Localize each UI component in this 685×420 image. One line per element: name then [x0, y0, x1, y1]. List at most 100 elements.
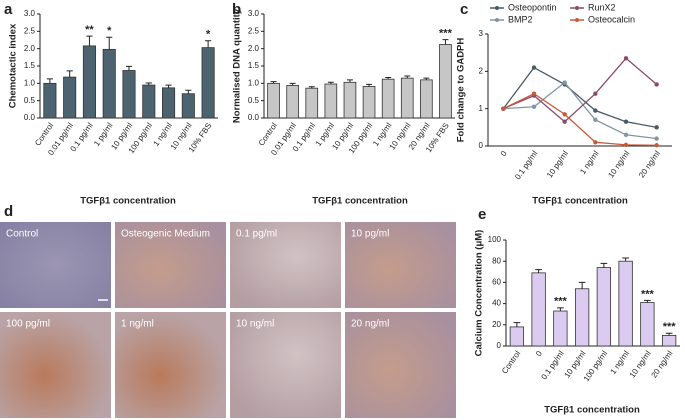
y-tick-label: 20	[492, 320, 501, 329]
y-axis-title: Normalised DNA quantity	[232, 8, 243, 123]
bar	[82, 45, 96, 119]
point	[562, 119, 567, 124]
error-bar	[165, 84, 172, 88]
x-tick-label: 10 ng/ml	[606, 149, 631, 179]
bar	[43, 82, 57, 119]
significance: ***	[641, 288, 655, 300]
x-tick-label: 1 ng/ml	[578, 149, 601, 176]
point	[654, 136, 659, 141]
legend-label: Osteopontin	[508, 2, 557, 12]
legend-marker	[495, 6, 499, 10]
y-tick-label: 3.0	[24, 9, 36, 18]
line	[503, 81, 657, 140]
error-bar	[46, 78, 53, 84]
y-tick-label: 60	[492, 278, 501, 287]
bar	[640, 302, 655, 347]
x-tick-label: Control	[500, 349, 522, 375]
significance: ***	[554, 296, 568, 308]
error-bar	[622, 257, 629, 262]
bar	[162, 87, 176, 119]
bar	[400, 77, 414, 119]
point	[501, 106, 506, 111]
legend-label: Osteocalcin	[588, 14, 635, 24]
error-bar	[578, 281, 586, 289]
point	[654, 82, 659, 87]
error-bar	[404, 75, 411, 79]
y-tick-label: 0.5	[248, 96, 260, 105]
point	[654, 143, 659, 148]
micrograph	[0, 312, 111, 418]
tile-label: 20 ng/ml	[351, 319, 389, 330]
point	[531, 91, 537, 96]
error-bar	[66, 70, 73, 78]
error-bar	[600, 262, 608, 268]
bar	[181, 93, 195, 119]
x-tick-label: 1 ng/ml	[609, 349, 632, 376]
bar	[618, 260, 633, 347]
error-bar	[308, 86, 315, 89]
bar	[343, 81, 357, 119]
bar	[305, 87, 319, 119]
x-axis-title: TGFβ1 concentration	[544, 405, 640, 416]
bar	[509, 326, 525, 347]
tile-label: Control	[6, 229, 38, 240]
point	[623, 56, 629, 61]
y-tick-label: 1.0	[24, 78, 36, 87]
point	[623, 142, 629, 148]
y-axis-title: Calcium Concentration (μM)	[474, 230, 485, 357]
x-tick-label: 0.1 pg/ml	[539, 349, 565, 381]
significance: ***	[439, 28, 453, 40]
bar	[142, 84, 156, 119]
tile-label: 100 pg/ml	[6, 319, 50, 330]
bar	[381, 78, 395, 119]
error-bar	[665, 332, 673, 336]
panel-label: b	[232, 1, 241, 18]
y-tick-label: 40	[492, 299, 501, 308]
y-tick-label: 0.0	[24, 113, 36, 122]
point	[562, 112, 567, 117]
error-bar	[205, 40, 212, 48]
bar	[324, 83, 338, 119]
x-tick-label: 0	[499, 149, 509, 158]
x-tick-label: 0	[534, 349, 544, 358]
x-axis-title: TGFβ1 concentration	[312, 196, 408, 207]
point	[593, 91, 598, 96]
y-tick-label: 3	[479, 29, 484, 38]
y-tick-label: 1.0	[248, 78, 260, 87]
point	[531, 104, 537, 110]
bar	[267, 82, 280, 119]
y-tick-label: 0.5	[24, 96, 36, 105]
y-tick-label: 0.0	[248, 113, 260, 122]
line	[503, 57, 658, 123]
y-tick-label: 3.0	[248, 9, 260, 18]
bar	[531, 272, 546, 347]
x-axis-title: TGFβ1 concentration	[532, 196, 628, 207]
bar	[553, 310, 568, 347]
x-tick-label: 20 ng/ml	[650, 349, 675, 379]
bar	[420, 79, 433, 119]
error-bar	[557, 307, 564, 312]
legend-marker	[575, 18, 579, 22]
point	[531, 65, 537, 70]
y-tick-label: 2	[479, 66, 484, 75]
bar	[201, 47, 215, 119]
y-tick-label: 2.0	[248, 44, 260, 53]
panel-label: a	[4, 1, 13, 18]
point	[593, 108, 598, 113]
bar	[661, 334, 677, 347]
point	[623, 119, 629, 124]
micrograph	[230, 222, 341, 308]
error-bar	[125, 65, 133, 71]
error-bar	[327, 81, 334, 85]
micrograph	[345, 312, 456, 418]
error-bar	[366, 83, 373, 87]
error-bar	[423, 77, 430, 80]
y-tick-label: 0	[497, 341, 502, 350]
x-tick-label: 20 ng/ml	[637, 149, 662, 179]
point	[593, 140, 598, 145]
error-bar	[145, 82, 152, 86]
panel-label: d	[4, 203, 13, 220]
y-tick-label: 2.5	[248, 26, 260, 35]
micrograph	[0, 222, 111, 308]
x-tick-label: 10 pg/ml	[545, 149, 570, 179]
